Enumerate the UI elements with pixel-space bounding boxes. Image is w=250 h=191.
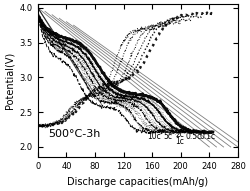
Text: 1c: 1c — [176, 137, 184, 146]
Text: 10c: 10c — [147, 132, 160, 141]
Y-axis label: Potential(V): Potential(V) — [4, 52, 14, 109]
Text: 0.5c: 0.5c — [186, 132, 202, 141]
Text: 500°C-3h: 500°C-3h — [48, 129, 100, 139]
Text: 0.1c: 0.1c — [200, 132, 216, 141]
Text: 5c: 5c — [163, 132, 172, 141]
Text: 2c: 2c — [176, 130, 184, 139]
X-axis label: Discharge capacities(mAh/g): Discharge capacities(mAh/g) — [67, 177, 208, 187]
